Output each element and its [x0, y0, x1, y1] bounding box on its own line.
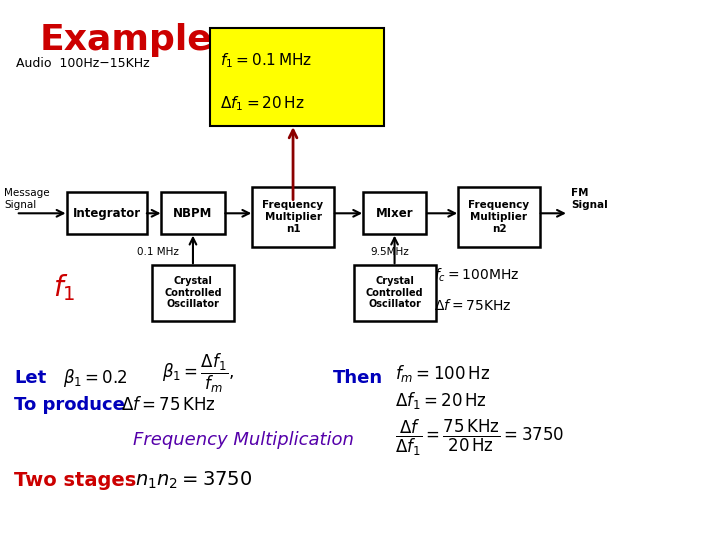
- Text: $\Delta f_1 = 20\,\mathrm{Hz}$: $\Delta f_1 = 20\,\mathrm{Hz}$: [395, 390, 487, 411]
- Text: $f_1 = 0.1\,\mathrm{MHz}$: $f_1 = 0.1\,\mathrm{MHz}$: [220, 51, 312, 70]
- Text: $\Delta f = 75\,\mathrm{KHz}$: $\Delta f = 75\,\mathrm{KHz}$: [121, 396, 216, 414]
- Text: 9.5MHz: 9.5MHz: [371, 247, 410, 257]
- Text: $\Delta f_1 = 20\,\mathrm{Hz}$: $\Delta f_1 = 20\,\mathrm{Hz}$: [220, 94, 304, 113]
- FancyBboxPatch shape: [458, 187, 540, 247]
- Text: Frequency
Multiplier
n1: Frequency Multiplier n1: [263, 200, 323, 234]
- FancyBboxPatch shape: [252, 187, 334, 247]
- Text: 0.1 MHz: 0.1 MHz: [138, 247, 179, 257]
- Text: Then: Then: [333, 369, 384, 387]
- Text: To produce: To produce: [14, 396, 125, 414]
- Text: Frequency
Multiplier
n2: Frequency Multiplier n2: [469, 200, 529, 234]
- FancyBboxPatch shape: [354, 265, 436, 321]
- Text: Integrator: Integrator: [73, 207, 140, 220]
- Text: $\beta_1 = \dfrac{\Delta f_1}{f_m},$: $\beta_1 = \dfrac{\Delta f_1}{f_m},$: [162, 352, 234, 395]
- Text: MIxer: MIxer: [376, 207, 413, 220]
- FancyBboxPatch shape: [161, 192, 225, 234]
- FancyBboxPatch shape: [152, 265, 234, 321]
- FancyBboxPatch shape: [210, 28, 384, 126]
- Text: Two stages: Two stages: [14, 471, 137, 490]
- FancyBboxPatch shape: [66, 192, 147, 234]
- Text: $f_c = 100\mathrm{MHz}$: $f_c = 100\mathrm{MHz}$: [434, 267, 519, 284]
- Text: Example: Example: [40, 23, 212, 57]
- Text: Crystal
Controlled
Oscillator: Crystal Controlled Oscillator: [366, 276, 423, 309]
- Text: $n_1 n_2 = 3750$: $n_1 n_2 = 3750$: [135, 470, 253, 491]
- Text: $f_1$: $f_1$: [53, 272, 75, 303]
- Text: Crystal
Controlled
Oscillator: Crystal Controlled Oscillator: [164, 276, 222, 309]
- Text: $\Delta f = 75\mathrm{KHz}$: $\Delta f = 75\mathrm{KHz}$: [434, 298, 511, 313]
- Text: Message
Signal: Message Signal: [4, 188, 50, 210]
- Text: $\beta_1 = 0.2$: $\beta_1 = 0.2$: [63, 367, 128, 389]
- Text: Frequency Multiplication: Frequency Multiplication: [133, 431, 354, 449]
- Text: $f_m = 100\,\mathrm{Hz}$: $f_m = 100\,\mathrm{Hz}$: [395, 363, 490, 384]
- Text: Audio  100Hz−15KHz: Audio 100Hz−15KHz: [16, 57, 150, 70]
- Text: NBPM: NBPM: [174, 207, 212, 220]
- Text: FM
Signal: FM Signal: [571, 188, 608, 210]
- Text: Let: Let: [14, 369, 47, 387]
- FancyBboxPatch shape: [363, 192, 426, 234]
- Text: $\dfrac{\Delta f}{\Delta f_1} = \dfrac{75\,\mathrm{KHz}}{20\,\mathrm{Hz}} = 3750: $\dfrac{\Delta f}{\Delta f_1} = \dfrac{7…: [395, 417, 564, 457]
